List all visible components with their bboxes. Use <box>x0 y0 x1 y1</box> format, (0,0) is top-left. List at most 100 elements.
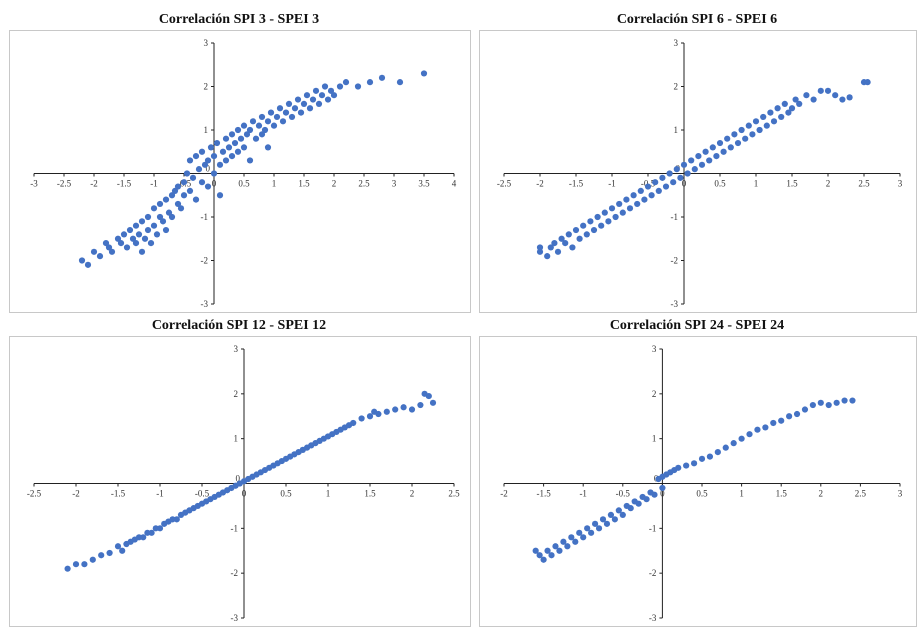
data-point <box>114 543 122 550</box>
data-point <box>135 231 143 238</box>
x-tick-label: 1 <box>272 179 277 189</box>
data-point <box>89 556 96 563</box>
data-point <box>267 109 275 116</box>
data-point <box>560 538 567 545</box>
data-point <box>731 131 738 138</box>
data-point <box>222 135 230 142</box>
data-point <box>350 419 357 427</box>
data-point <box>612 213 619 221</box>
data-point <box>129 235 137 242</box>
data-point <box>770 419 777 427</box>
data-point <box>306 105 314 112</box>
data-point <box>580 222 587 229</box>
data-point <box>540 556 547 563</box>
data-point <box>318 92 326 99</box>
data-point <box>745 122 752 129</box>
data-point <box>225 144 233 151</box>
data-point <box>132 222 140 229</box>
data-point <box>282 109 290 116</box>
data-point <box>309 96 317 103</box>
data-point <box>709 144 716 151</box>
data-point <box>237 135 245 142</box>
data-point <box>716 139 724 147</box>
data-point <box>294 96 302 103</box>
plot-area: -2.5 -2 -1.5 -1 -0.5 0 0.5 1 1.5 2 2.5 -3 -2 -1 0 1 2 3 <box>9 336 471 627</box>
data-point <box>252 135 260 142</box>
data-point <box>183 170 191 177</box>
data-point <box>288 113 296 121</box>
data-point <box>123 244 131 251</box>
data-point <box>691 166 698 173</box>
data-point <box>420 70 428 77</box>
data-point <box>213 139 221 147</box>
data-point <box>285 100 293 107</box>
chart-title: Correlación SPI 6 - SPEI 6 <box>616 12 778 27</box>
y-tick-label: 0 <box>236 474 241 484</box>
data-point <box>180 192 188 199</box>
data-point <box>683 462 690 469</box>
data-point <box>156 213 164 221</box>
data-point <box>210 153 218 160</box>
y-tick-label: -3 <box>231 613 239 623</box>
data-point <box>159 218 167 225</box>
y-tick-label: 3 <box>204 38 209 48</box>
data-point <box>727 144 734 151</box>
x-tick-label: -2 <box>72 489 80 499</box>
x-tick-label: 2 <box>410 489 415 499</box>
data-point <box>588 529 595 536</box>
data-point <box>714 449 721 456</box>
x-tick-label: 3 <box>392 179 397 189</box>
x-tick-label: 2 <box>332 179 337 189</box>
data-point <box>598 222 605 229</box>
data-point <box>659 484 666 492</box>
x-tick-label: -2.5 <box>57 179 72 189</box>
data-point <box>189 174 197 181</box>
data-point <box>595 525 603 532</box>
data-point <box>141 235 149 242</box>
y-tick-label: 1 <box>204 125 209 135</box>
data-point <box>607 511 615 518</box>
y-tick-label: -1 <box>231 523 239 533</box>
x-tick-label: -0.5 <box>195 489 210 499</box>
data-point <box>583 231 590 238</box>
x-tick-label: -2 <box>536 179 544 189</box>
data-point <box>554 248 562 255</box>
data-point <box>756 126 763 134</box>
data-point <box>90 248 98 255</box>
data-point <box>680 161 688 168</box>
data-point <box>177 205 185 212</box>
data-point <box>587 218 594 225</box>
data-point <box>261 126 269 134</box>
data-point <box>556 547 563 554</box>
data-point <box>785 109 792 116</box>
data-point <box>429 399 437 406</box>
x-tick-label: -3 <box>30 179 38 189</box>
y-tick-label: -3 <box>649 613 657 623</box>
x-tick-label: 1.5 <box>298 179 310 189</box>
chart-title: Correlación SPI 12 - SPEI 12 <box>151 318 327 333</box>
x-tick-label: 1 <box>754 179 759 189</box>
x-tick-label: -2 <box>90 179 98 189</box>
data-point <box>615 507 622 514</box>
data-point <box>558 235 565 242</box>
data-point <box>572 538 579 545</box>
data-point <box>846 94 853 101</box>
data-point <box>168 192 176 199</box>
data-point <box>408 406 416 413</box>
data-point <box>752 118 760 125</box>
data-point <box>635 500 642 507</box>
data-point <box>354 83 362 90</box>
data-point <box>144 226 152 234</box>
x-tick-label: -1 <box>579 489 587 499</box>
data-point <box>264 144 272 151</box>
x-tick-label: 2 <box>819 489 824 499</box>
data-point <box>670 179 677 186</box>
data-point <box>603 520 611 527</box>
x-tick-label: 0.5 <box>280 489 292 499</box>
data-point <box>153 231 161 238</box>
data-point <box>730 440 737 447</box>
chart-title: Correlación SPI 24 - SPEI 24 <box>609 318 785 333</box>
data-point <box>738 435 745 442</box>
